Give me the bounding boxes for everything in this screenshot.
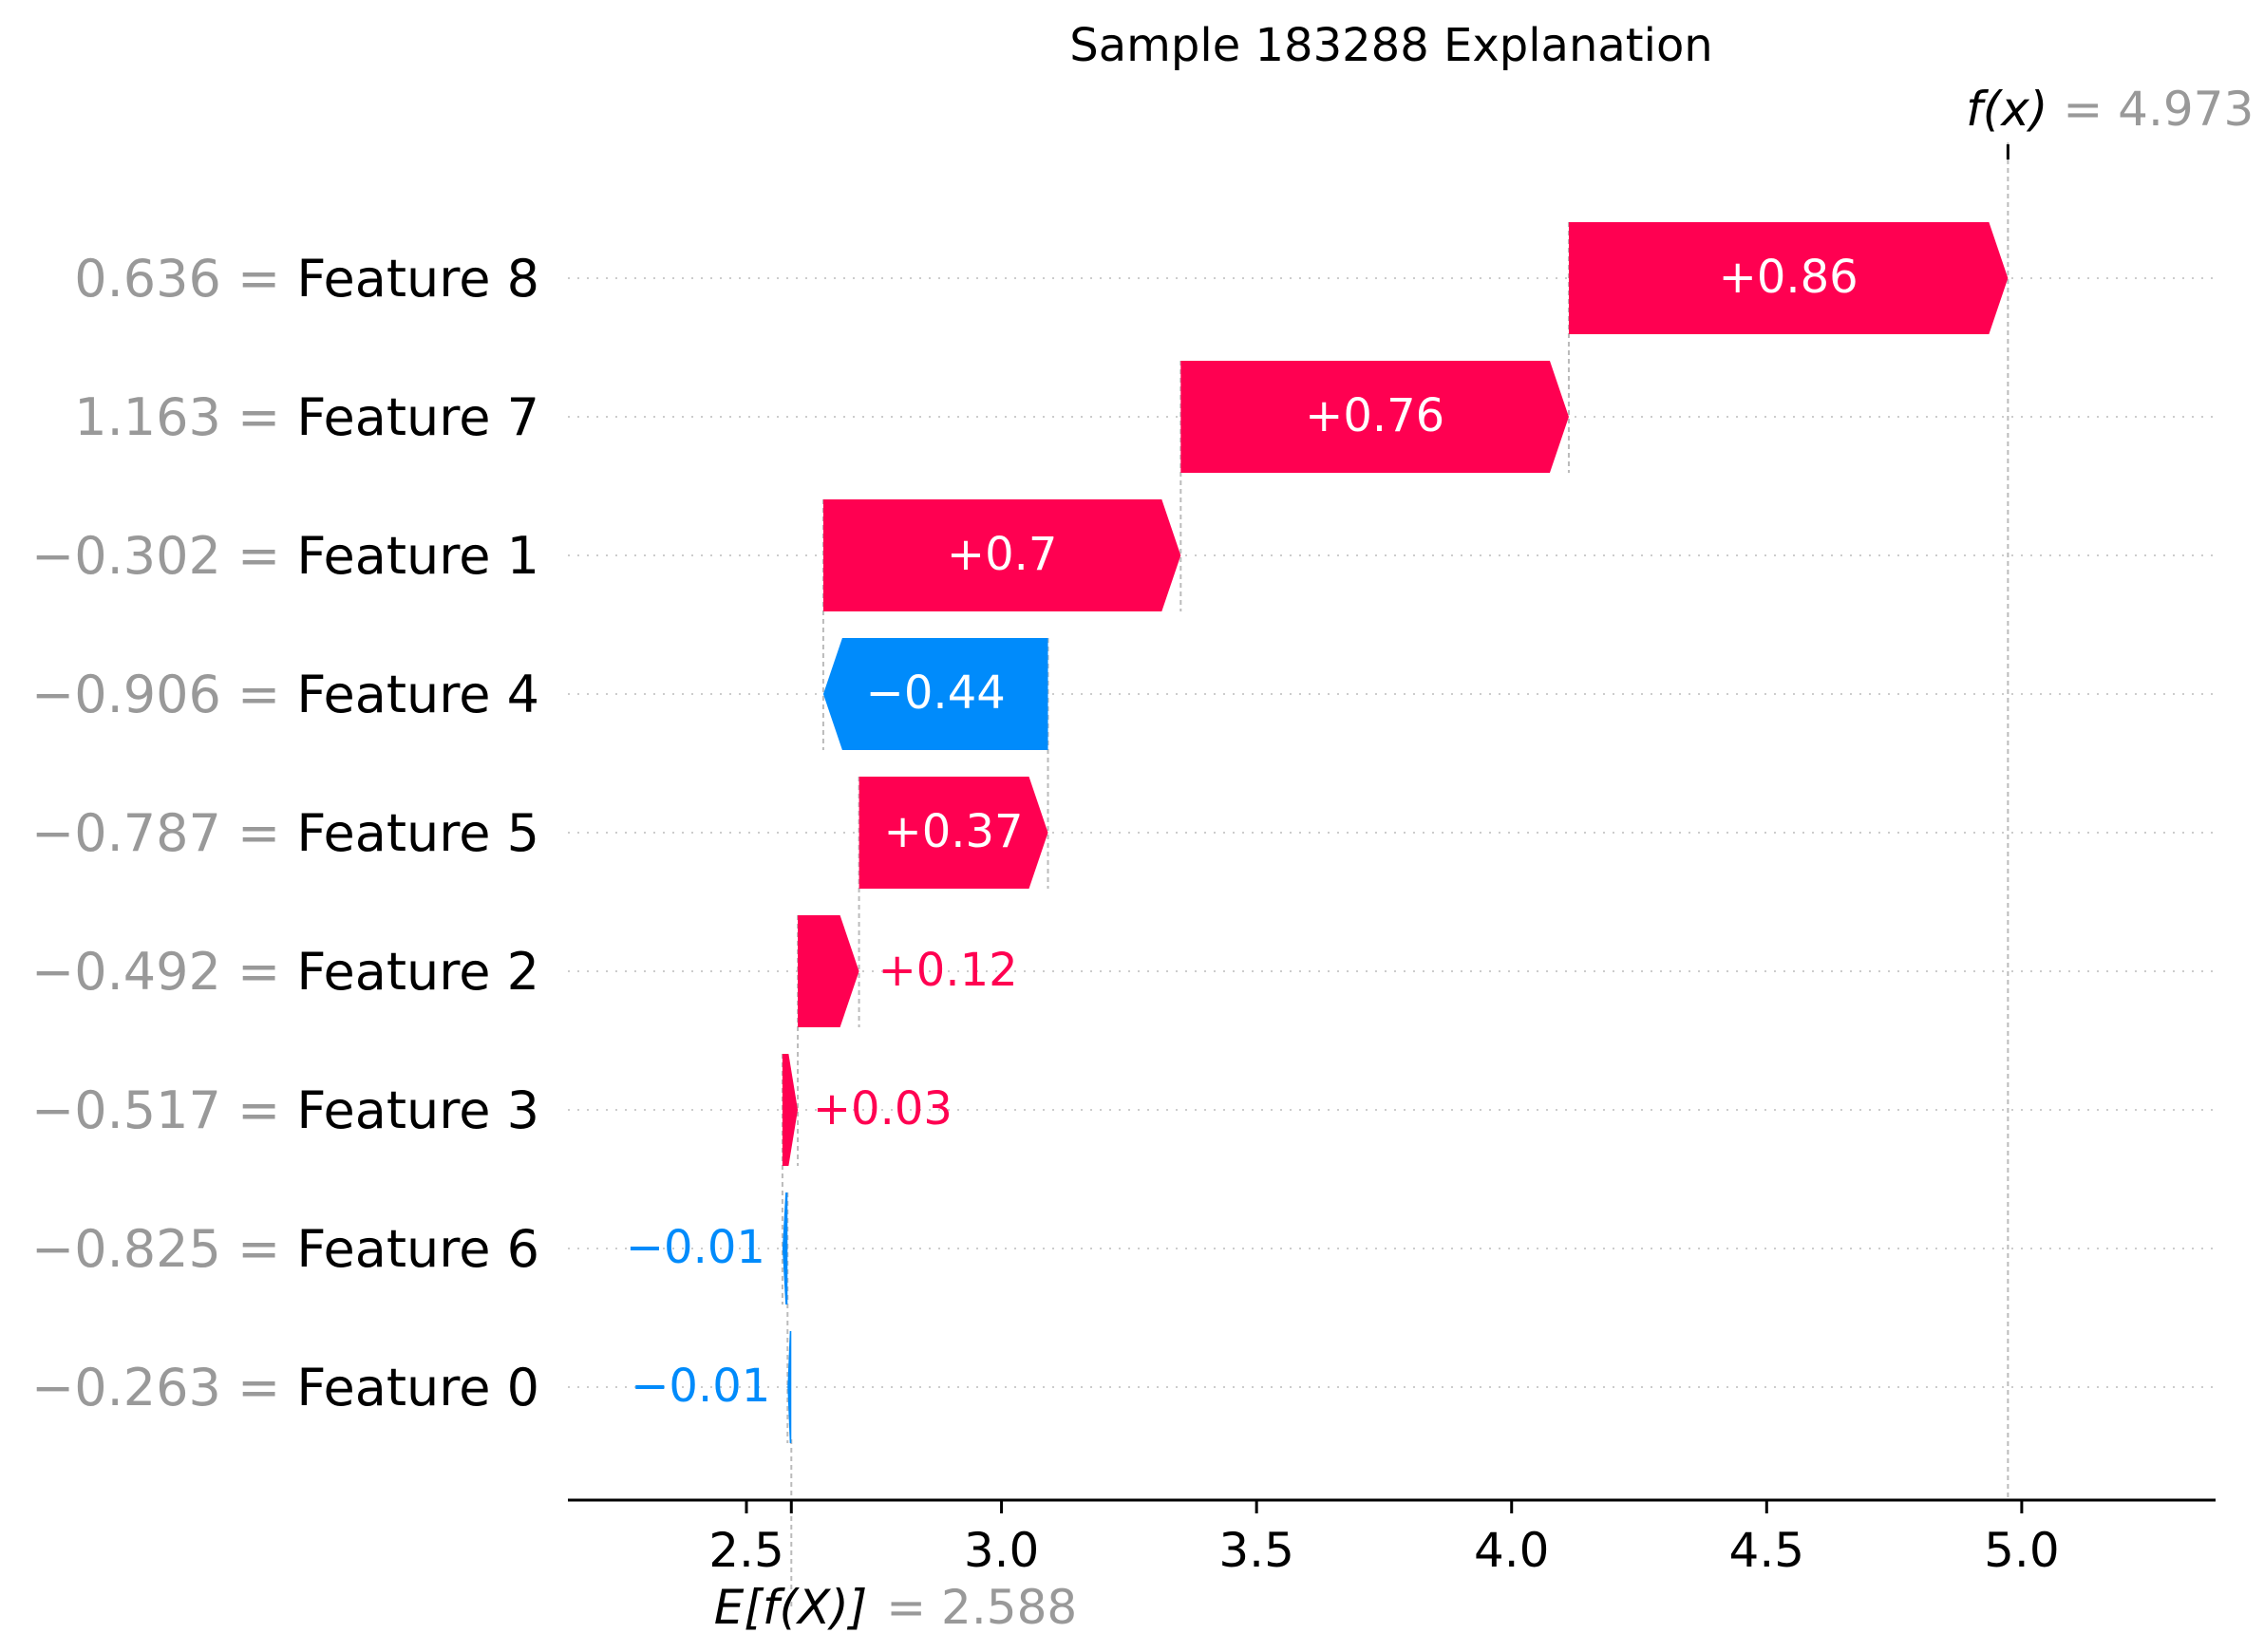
x-tick-label: 5.0 bbox=[1984, 1523, 2060, 1578]
feature-bar bbox=[787, 1331, 792, 1443]
feature-label: −0.517 = Feature 3 bbox=[31, 1080, 539, 1140]
feature-name-label: Feature 0 bbox=[296, 1358, 539, 1417]
bar-value-label: −0.01 bbox=[626, 1221, 765, 1274]
bar-value-label: −0.44 bbox=[866, 666, 1006, 720]
feature-name-label: Feature 4 bbox=[296, 665, 539, 724]
feature-label: 1.163 = Feature 7 bbox=[74, 387, 539, 447]
bar-value-label: −0.01 bbox=[631, 1360, 770, 1413]
feature-bar bbox=[1180, 361, 1569, 473]
feature-bar bbox=[822, 638, 1048, 750]
feature-label: −0.787 = Feature 5 bbox=[31, 803, 539, 863]
base-value-name: E[f(X)] bbox=[714, 1580, 867, 1635]
feature-name-label: Feature 6 bbox=[296, 1219, 539, 1279]
feature-value-label: −0.517 = bbox=[31, 1080, 296, 1140]
feature-label: −0.906 = Feature 4 bbox=[31, 665, 539, 724]
feature-bar bbox=[782, 1192, 788, 1305]
chart-title: Sample 183288 Explanation bbox=[1069, 19, 1712, 72]
feature-label: −0.302 = Feature 1 bbox=[31, 526, 539, 586]
feature-bar bbox=[858, 777, 1048, 889]
x-tick-label: 3.5 bbox=[1218, 1523, 1294, 1578]
feature-value-label: 1.163 = bbox=[74, 387, 296, 447]
feature-value-label: −0.263 = bbox=[31, 1358, 296, 1417]
feature-name-label: Feature 7 bbox=[296, 387, 539, 447]
bar-value-label: +0.7 bbox=[947, 528, 1058, 581]
x-axis: 2.5 3.0 3.5 4.0 4.5 5.0 bbox=[568, 1498, 2216, 1578]
feature-name-label: Feature 5 bbox=[296, 803, 539, 863]
bar-value-label: +0.12 bbox=[878, 944, 1018, 997]
feature-label: −0.263 = Feature 0 bbox=[31, 1358, 539, 1417]
feature-name-label: Feature 8 bbox=[296, 249, 539, 309]
x-tick-label: 4.5 bbox=[1729, 1523, 1805, 1578]
feature-value-label: −0.787 = bbox=[31, 803, 296, 863]
feature-value-label: 0.636 = bbox=[74, 249, 296, 309]
feature-bar bbox=[782, 1054, 799, 1166]
base-value-text: = 2.588 bbox=[886, 1580, 1077, 1635]
feature-bar bbox=[1568, 222, 2009, 334]
output-value-text: = 4.973 bbox=[2063, 82, 2254, 137]
bar-value-label: +0.76 bbox=[1305, 389, 1444, 442]
feature-value-label: −0.906 = bbox=[31, 665, 296, 724]
feature-name-label: Feature 3 bbox=[296, 1080, 539, 1140]
feature-label: −0.825 = Feature 6 bbox=[31, 1219, 539, 1279]
x-tick-label: 2.5 bbox=[708, 1523, 784, 1578]
bar-value-label: +0.03 bbox=[813, 1082, 953, 1136]
feature-rows: +0.86 0.636 = Feature 8 +0.76 1.163 = Featu… bbox=[31, 142, 2216, 1610]
feature-value-label: −0.302 = bbox=[31, 526, 296, 586]
bar-value-label: +0.86 bbox=[1719, 251, 1858, 304]
feature-label: 0.636 = Feature 8 bbox=[74, 249, 539, 309]
feature-label: −0.492 = Feature 2 bbox=[31, 942, 539, 1002]
feature-bar bbox=[798, 915, 859, 1027]
feature-bar bbox=[822, 499, 1181, 611]
feature-name-label: Feature 1 bbox=[296, 526, 539, 586]
feature-value-label: −0.492 = bbox=[31, 942, 296, 1002]
x-tick-label: 3.0 bbox=[964, 1523, 1040, 1578]
output-value-name: f(x) bbox=[1966, 82, 2047, 137]
x-tick-label: 4.0 bbox=[1474, 1523, 1550, 1578]
value-annotations: E[f(X)] = 2.588 f(x) = 4.973 bbox=[714, 82, 2255, 1635]
feature-value-label: −0.825 = bbox=[31, 1219, 296, 1279]
feature-name-label: Feature 2 bbox=[296, 942, 539, 1002]
bar-value-label: +0.37 bbox=[883, 805, 1023, 858]
